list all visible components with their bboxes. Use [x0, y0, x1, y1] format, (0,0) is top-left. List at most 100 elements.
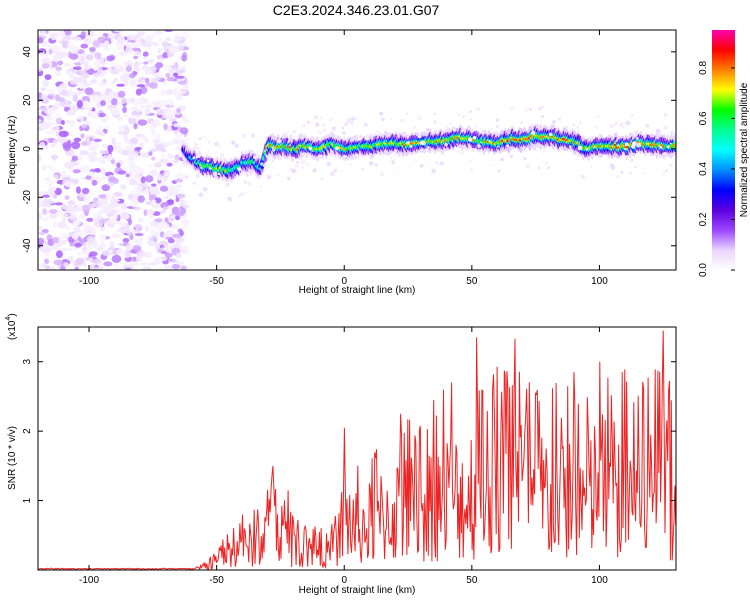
noise-blob — [163, 123, 168, 130]
noise-blob — [165, 72, 171, 78]
ridge-speckle — [219, 153, 225, 158]
ridge-speckle — [242, 157, 245, 160]
ridge-speckle — [448, 122, 452, 126]
noise-blob — [113, 78, 118, 82]
ridge-speckle — [206, 159, 210, 163]
ridge-speckle — [537, 106, 542, 111]
ridge-speckle — [303, 152, 308, 157]
noise-blob — [151, 199, 157, 205]
ridge-speckle — [289, 167, 292, 171]
ridge-speckle — [585, 148, 589, 151]
noise-blob — [133, 123, 138, 130]
colorbar-label: Normalized spectral amplitude — [739, 82, 750, 217]
ridge-speckle — [306, 120, 310, 124]
noise-blob — [136, 113, 141, 118]
noise-blob — [38, 119, 42, 123]
noise-blob — [153, 231, 160, 238]
noise-blob — [112, 112, 121, 116]
noise-blob — [131, 261, 139, 267]
noise-blob — [88, 251, 98, 257]
noise-blob — [73, 137, 82, 142]
noise-blob — [46, 107, 57, 116]
ridge-speckle — [446, 126, 449, 129]
noise-blob — [169, 46, 179, 54]
ridge-speckle — [227, 196, 233, 202]
noise-blob — [106, 153, 113, 161]
ridge-speckle — [624, 142, 629, 146]
ridge-speckle — [524, 108, 529, 113]
ridge-speckle — [260, 185, 262, 188]
noise-blob — [74, 62, 82, 66]
ridge-speckle — [369, 153, 372, 155]
ridge-speckle — [417, 116, 422, 121]
spectrogram-y-tick-label: 20 — [22, 94, 33, 106]
noise-blob — [167, 98, 173, 103]
noise-blob — [179, 200, 188, 204]
noise-blob — [55, 66, 62, 71]
noise-blob — [77, 115, 84, 122]
noise-blob — [149, 220, 159, 228]
noise-blob — [80, 43, 89, 49]
noise-blob — [70, 119, 75, 128]
noise-blob — [120, 73, 130, 82]
noise-blob — [171, 188, 180, 196]
noise-blob — [152, 80, 160, 83]
ridge-speckle — [314, 115, 319, 120]
noise-blob — [102, 42, 109, 50]
ridge-speckle — [665, 169, 668, 173]
noise-blob — [166, 230, 173, 238]
noise-blob — [153, 256, 163, 265]
noise-blob — [47, 94, 54, 100]
ridge-speckle — [207, 141, 210, 144]
noise-blob — [101, 203, 109, 208]
noise-blob — [43, 198, 53, 204]
ridge-speckle — [263, 162, 266, 165]
noise-blob — [89, 46, 96, 53]
noise-blob — [58, 130, 69, 138]
noise-blob — [80, 133, 85, 139]
ridge-speckle — [223, 176, 227, 180]
noise-blob — [83, 242, 88, 248]
ridge-speckle — [435, 161, 438, 164]
ridge-speckle — [444, 142, 448, 147]
ridge-speckle — [287, 139, 291, 143]
noise-blob — [62, 40, 68, 49]
noise-blob — [159, 109, 164, 115]
noise-blob — [125, 244, 134, 250]
noise-blob — [86, 217, 94, 222]
noise-blob — [116, 162, 121, 168]
noise-blob — [176, 66, 183, 71]
ridge-speckle — [350, 116, 355, 121]
noise-blob — [79, 60, 90, 66]
spectrogram-y-tick-label: 40 — [22, 46, 33, 58]
noise-blob — [167, 154, 177, 158]
noise-blob — [162, 52, 169, 59]
noise-blob — [151, 127, 156, 135]
ridge-speckle — [318, 131, 322, 135]
noise-blob — [89, 51, 96, 55]
noise-blob — [67, 256, 74, 261]
snr-x-tick-label: 50 — [466, 575, 478, 586]
noise-blob — [123, 61, 128, 66]
ridge-speckle — [419, 163, 424, 168]
noise-blob — [153, 42, 160, 48]
ridge-speckle — [405, 112, 408, 115]
noise-blob — [151, 133, 158, 138]
noise-blob — [101, 176, 108, 180]
noise-blob — [131, 199, 136, 208]
noise-blob — [115, 249, 124, 256]
noise-blob — [154, 218, 163, 223]
noise-blob — [162, 233, 168, 239]
noise-blob — [111, 137, 116, 145]
noise-blob — [140, 261, 147, 266]
ridge-speckle — [617, 144, 620, 147]
ridge-speckle — [311, 150, 314, 152]
snr-x-ticks: -100 -50 0 50 100 — [79, 327, 608, 586]
ridge-speckle — [271, 146, 274, 149]
noise-blob — [114, 142, 122, 148]
noise-blob — [143, 209, 148, 216]
snr-frame — [37, 326, 677, 571]
noise-blob — [57, 221, 67, 229]
noise-blob — [91, 179, 98, 186]
